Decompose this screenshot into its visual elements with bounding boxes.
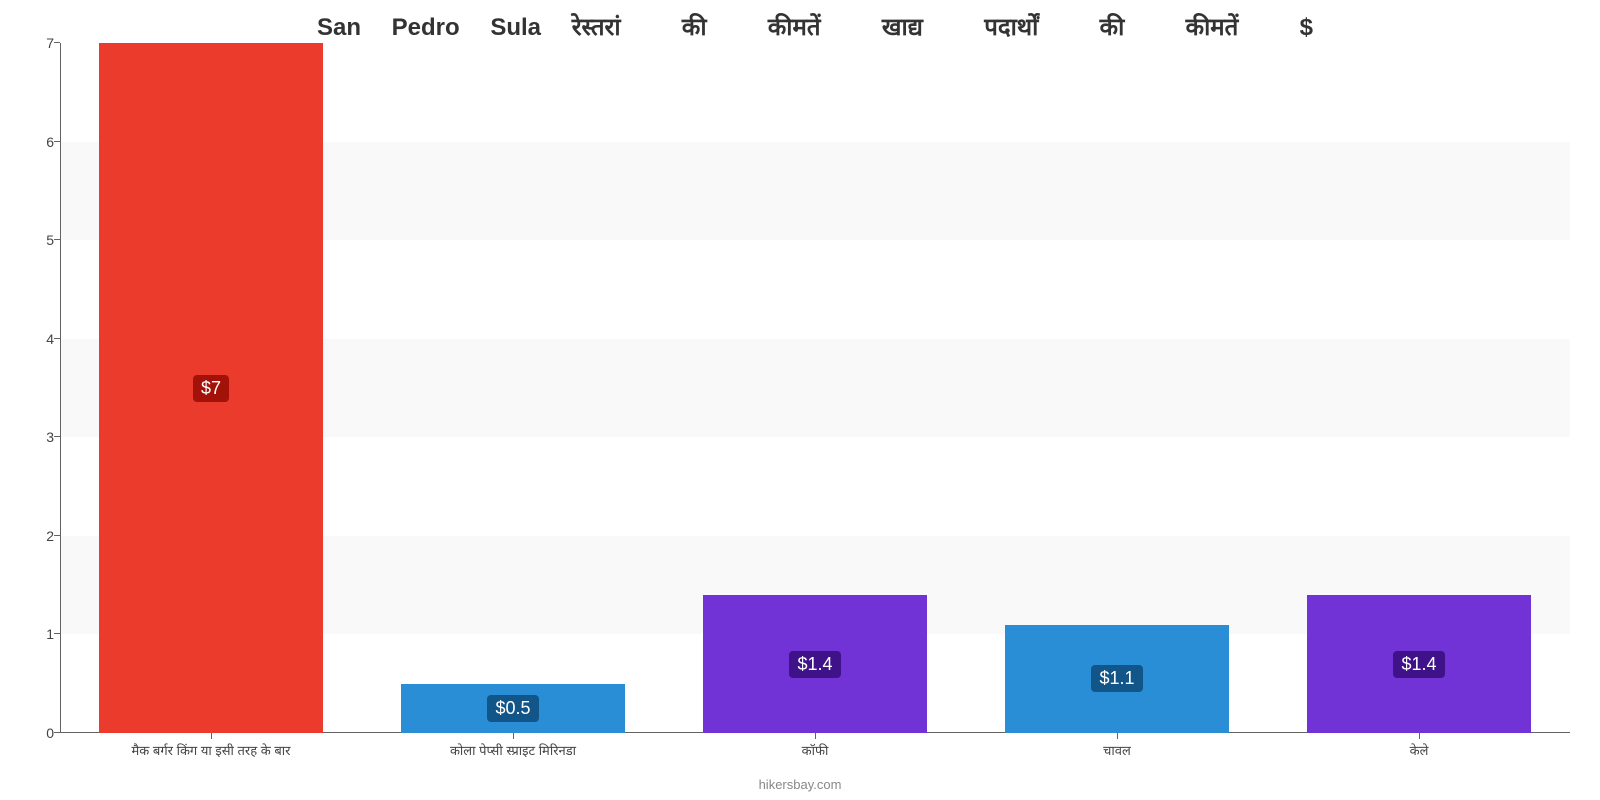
y-tick-label: 1 bbox=[20, 626, 54, 642]
y-tick-mark bbox=[54, 338, 60, 339]
y-tick-mark bbox=[54, 42, 60, 43]
y-tick-label: 5 bbox=[20, 232, 54, 248]
y-tick-label: 4 bbox=[20, 331, 54, 347]
bar: $0.5 bbox=[401, 684, 624, 733]
value-badge: $1.1 bbox=[1091, 665, 1142, 692]
x-label: कोला पेप्सी स्प्राइट मिरिनडा bbox=[450, 733, 576, 759]
bars-container: $7मैक बर्गर किंग या इसी तरह के बार$0.5को… bbox=[60, 43, 1570, 733]
bar-slot: $1.4कॉफी bbox=[664, 43, 966, 733]
value-badge: $1.4 bbox=[1393, 651, 1444, 678]
bar-chart: San Pedro Sula रेस्तरां की कीमतें खाद्य … bbox=[0, 0, 1600, 800]
y-tick-mark bbox=[54, 732, 60, 733]
bar-slot: $7मैक बर्गर किंग या इसी तरह के बार bbox=[60, 43, 362, 733]
bar-slot: $0.5कोला पेप्सी स्प्राइट मिरिनडा bbox=[362, 43, 664, 733]
y-tick-mark bbox=[54, 141, 60, 142]
x-label: कॉफी bbox=[802, 733, 829, 759]
x-label: मैक बर्गर किंग या इसी तरह के बार bbox=[132, 733, 291, 759]
value-badge: $0.5 bbox=[487, 695, 538, 722]
y-tick-mark bbox=[54, 535, 60, 536]
bar: $7 bbox=[99, 43, 322, 733]
y-tick-mark bbox=[54, 239, 60, 240]
bar: $1.1 bbox=[1005, 625, 1228, 733]
bar-slot: $1.4केले bbox=[1268, 43, 1570, 733]
value-badge: $7 bbox=[193, 375, 229, 402]
y-tick-label: 3 bbox=[20, 429, 54, 445]
y-tick-label: 0 bbox=[20, 725, 54, 741]
chart-footer: hikersbay.com bbox=[0, 777, 1600, 792]
y-tick-label: 7 bbox=[20, 35, 54, 51]
y-tick-mark bbox=[54, 436, 60, 437]
y-tick-label: 6 bbox=[20, 134, 54, 150]
value-badge: $1.4 bbox=[789, 651, 840, 678]
y-tick-mark bbox=[54, 633, 60, 634]
y-tick-label: 2 bbox=[20, 528, 54, 544]
plot-area: $7मैक बर्गर किंग या इसी तरह के बार$0.5को… bbox=[60, 43, 1570, 733]
x-label: केले bbox=[1410, 733, 1429, 759]
chart-title: San Pedro Sula रेस्तरां की कीमतें खाद्य … bbox=[60, 10, 1570, 43]
bar: $1.4 bbox=[1307, 595, 1530, 733]
bar-slot: $1.1चावल bbox=[966, 43, 1268, 733]
x-label: चावल bbox=[1103, 733, 1131, 759]
bar: $1.4 bbox=[703, 595, 926, 733]
